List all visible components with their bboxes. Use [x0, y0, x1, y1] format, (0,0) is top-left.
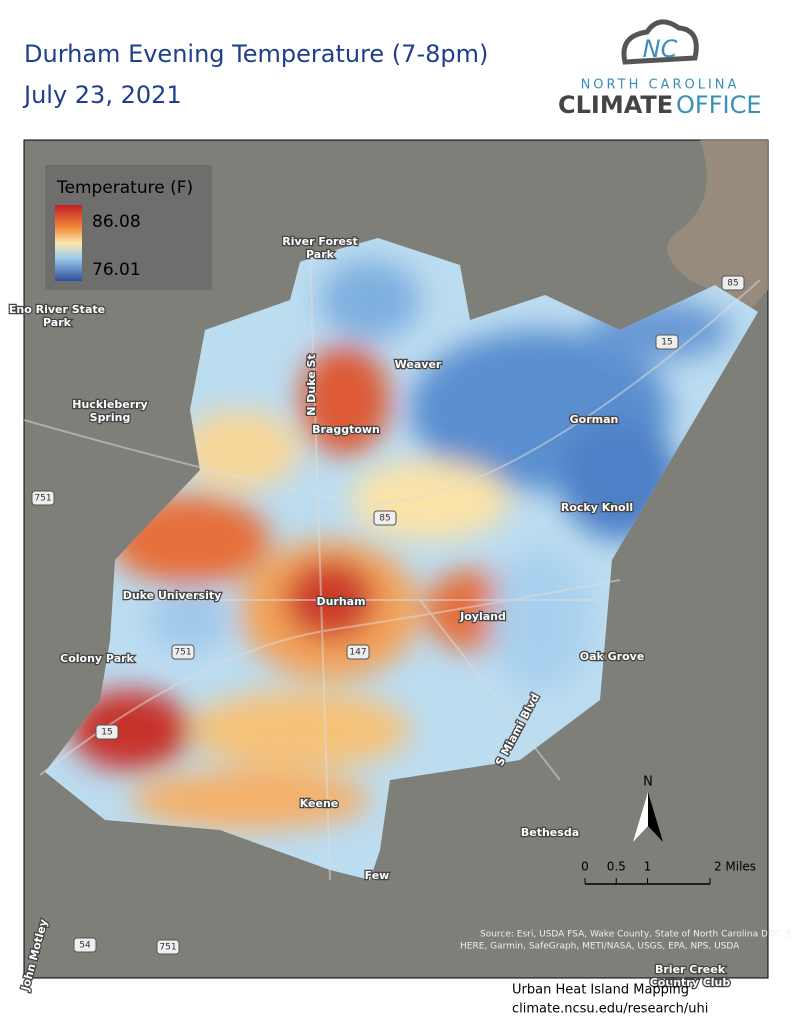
attribution-1: Source: Esri, USDA FSA, Wake County, Sta… — [480, 930, 791, 940]
scale-bar: 0 0.5 1 2 Miles — [581, 860, 756, 885]
place-label: River Forest — [282, 235, 357, 248]
road-number: 85 — [727, 279, 738, 289]
logo-bold: CLIMATE — [558, 91, 673, 119]
place-label: Spring — [90, 411, 131, 424]
road-shield — [156, 939, 180, 955]
lake — [667, 140, 768, 310]
legend-max: 86.08 — [92, 212, 141, 232]
road-shield — [95, 724, 119, 740]
place-label: Eno River State — [9, 303, 105, 316]
place-label: Huckleberry — [72, 398, 147, 411]
place-label: Joyland — [459, 610, 506, 623]
road-shield — [73, 937, 97, 953]
road-shield — [655, 334, 679, 350]
road-shield — [721, 275, 745, 291]
footer-1: Urban Heat Island Mapping — [512, 983, 689, 998]
legend: Temperature (F) 86.08 76.01 — [45, 165, 212, 290]
place-label: Duke University — [123, 589, 222, 602]
road-shields: 85 15 85 751 751 147 15 751 54 — [31, 275, 745, 955]
scale-label: 0 — [581, 860, 589, 874]
title: Durham Evening Temperature (7-8pm) — [24, 40, 488, 68]
road-shield — [346, 644, 370, 660]
place-label: Durham — [316, 595, 365, 608]
subtitle: July 23, 2021 — [22, 81, 182, 109]
place-label: Oak Grove — [580, 650, 645, 663]
north-label: N — [643, 775, 653, 790]
place-label: Bethesda — [521, 826, 579, 839]
road-number: 751 — [34, 494, 51, 504]
road-shield — [171, 644, 195, 660]
road-number: 15 — [101, 728, 112, 738]
arrow-left — [633, 792, 648, 842]
arrow-right — [648, 792, 663, 842]
legend-min: 76.01 — [92, 260, 141, 280]
place-label: Braggtown — [312, 423, 380, 436]
road-number: 85 — [379, 514, 390, 524]
place-label: Keene — [300, 797, 339, 810]
scale-label: 2 Miles — [714, 860, 756, 874]
place-label: Colony Park — [60, 652, 134, 665]
place-label: Rocky Knoll — [561, 501, 633, 514]
scale-label: 0.5 — [607, 860, 626, 874]
attribution-2: HERE, Garmin, SafeGraph, METI/NASA, USGS… — [460, 942, 740, 952]
road-number: 751 — [174, 648, 191, 658]
logo-cloud — [621, 19, 699, 65]
north-arrow: N — [633, 775, 663, 842]
place-label: Park — [43, 316, 72, 329]
place-label: Gorman — [570, 413, 619, 426]
road-shield — [373, 510, 397, 526]
place-label: Brier Creek — [655, 963, 726, 976]
place-label: N Duke St — [305, 354, 318, 416]
logo-line1: NORTH CAROLINA — [581, 78, 740, 93]
place-label: Weaver — [395, 358, 442, 371]
legend-title: Temperature (F) — [56, 178, 193, 198]
footer-2: climate.ncsu.edu/research/uhi — [512, 1002, 708, 1017]
road-network — [23, 249, 761, 881]
logo-mark: NC — [643, 35, 678, 63]
road-number: 54 — [79, 941, 91, 951]
scale-label: 1 — [644, 860, 652, 874]
road-number: 751 — [159, 943, 176, 953]
legend-ramp — [55, 205, 82, 281]
road-number: 147 — [349, 648, 366, 658]
logo-light: OFFICE — [676, 91, 762, 119]
place-label: Country Club — [650, 976, 731, 989]
place-label: Park — [306, 248, 335, 261]
logo: NC NORTH CAROLINA CLIMATE OFFICE — [558, 19, 762, 119]
road-number: 15 — [661, 338, 672, 348]
place-label: Few — [365, 869, 390, 882]
road-shield — [31, 490, 55, 506]
